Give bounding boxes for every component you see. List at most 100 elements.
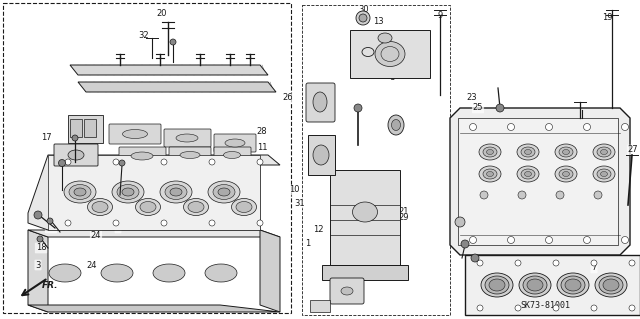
FancyBboxPatch shape (214, 134, 256, 152)
Circle shape (477, 260, 483, 266)
Circle shape (37, 236, 43, 242)
Ellipse shape (176, 134, 198, 142)
Text: 8: 8 (389, 73, 395, 83)
Ellipse shape (213, 184, 235, 199)
Text: 13: 13 (372, 18, 383, 26)
Ellipse shape (74, 188, 86, 196)
Ellipse shape (517, 166, 539, 182)
Ellipse shape (218, 188, 230, 196)
Circle shape (113, 220, 119, 226)
Ellipse shape (170, 188, 182, 196)
FancyBboxPatch shape (330, 278, 364, 304)
Polygon shape (28, 305, 280, 312)
Ellipse shape (313, 145, 329, 165)
Ellipse shape (527, 279, 543, 291)
Circle shape (65, 159, 71, 165)
Ellipse shape (341, 287, 353, 295)
Text: 24: 24 (91, 232, 101, 241)
Text: 21: 21 (399, 207, 409, 217)
Ellipse shape (205, 264, 237, 282)
Ellipse shape (208, 181, 240, 203)
Circle shape (556, 191, 564, 199)
FancyBboxPatch shape (54, 144, 98, 166)
Circle shape (72, 135, 78, 141)
Text: 19: 19 (602, 12, 612, 21)
Circle shape (119, 160, 125, 166)
Ellipse shape (481, 273, 513, 297)
Text: 16: 16 (54, 160, 64, 168)
FancyBboxPatch shape (119, 147, 166, 165)
Circle shape (461, 240, 469, 248)
Ellipse shape (563, 150, 570, 154)
Polygon shape (330, 170, 400, 265)
Ellipse shape (180, 152, 200, 159)
Circle shape (496, 104, 504, 112)
Circle shape (477, 305, 483, 311)
Ellipse shape (160, 181, 192, 203)
Circle shape (470, 123, 477, 130)
Ellipse shape (225, 139, 245, 147)
Ellipse shape (489, 279, 505, 291)
Ellipse shape (388, 115, 404, 135)
Text: 28: 28 (257, 128, 268, 137)
Ellipse shape (486, 150, 493, 154)
Text: 27: 27 (628, 145, 638, 154)
FancyBboxPatch shape (214, 147, 251, 163)
Ellipse shape (595, 273, 627, 297)
Ellipse shape (600, 172, 607, 176)
Text: 6: 6 (202, 166, 208, 174)
Ellipse shape (593, 144, 615, 160)
Polygon shape (450, 108, 630, 255)
Circle shape (356, 11, 370, 25)
Circle shape (257, 220, 263, 226)
Circle shape (553, 260, 559, 266)
Polygon shape (28, 230, 280, 237)
Ellipse shape (563, 172, 570, 176)
Circle shape (170, 39, 176, 45)
Ellipse shape (561, 276, 585, 294)
Text: 22: 22 (45, 224, 56, 233)
Text: 3: 3 (35, 261, 41, 270)
Ellipse shape (184, 198, 209, 216)
Circle shape (257, 159, 263, 165)
Text: 7: 7 (591, 263, 596, 272)
Ellipse shape (485, 276, 509, 294)
Text: 12: 12 (313, 226, 323, 234)
Ellipse shape (523, 276, 547, 294)
Circle shape (209, 220, 215, 226)
Ellipse shape (68, 150, 84, 160)
Polygon shape (308, 135, 335, 175)
Text: 2: 2 (115, 224, 120, 233)
Circle shape (584, 236, 591, 243)
Circle shape (508, 236, 515, 243)
Bar (84, 119, 96, 137)
Polygon shape (465, 255, 640, 315)
Circle shape (553, 305, 559, 311)
Ellipse shape (559, 169, 573, 179)
Circle shape (515, 260, 521, 266)
FancyBboxPatch shape (164, 129, 211, 147)
Text: 29: 29 (399, 213, 409, 222)
Ellipse shape (597, 169, 611, 179)
Ellipse shape (483, 147, 497, 157)
Ellipse shape (521, 147, 535, 157)
Circle shape (480, 191, 488, 199)
Circle shape (470, 236, 477, 243)
Text: 10: 10 (289, 186, 300, 195)
Text: 9: 9 (437, 11, 443, 19)
Circle shape (161, 159, 167, 165)
Ellipse shape (479, 144, 501, 160)
Ellipse shape (600, 150, 607, 154)
Circle shape (594, 191, 602, 199)
Ellipse shape (153, 264, 185, 282)
Text: 23: 23 (467, 93, 477, 102)
Ellipse shape (353, 202, 378, 222)
Text: 15: 15 (258, 84, 268, 93)
Ellipse shape (486, 172, 493, 176)
Ellipse shape (565, 279, 581, 291)
Ellipse shape (378, 33, 392, 43)
Bar (70, 119, 82, 137)
Circle shape (354, 104, 362, 112)
Text: 4: 4 (385, 184, 390, 194)
Text: 1: 1 (305, 239, 310, 248)
